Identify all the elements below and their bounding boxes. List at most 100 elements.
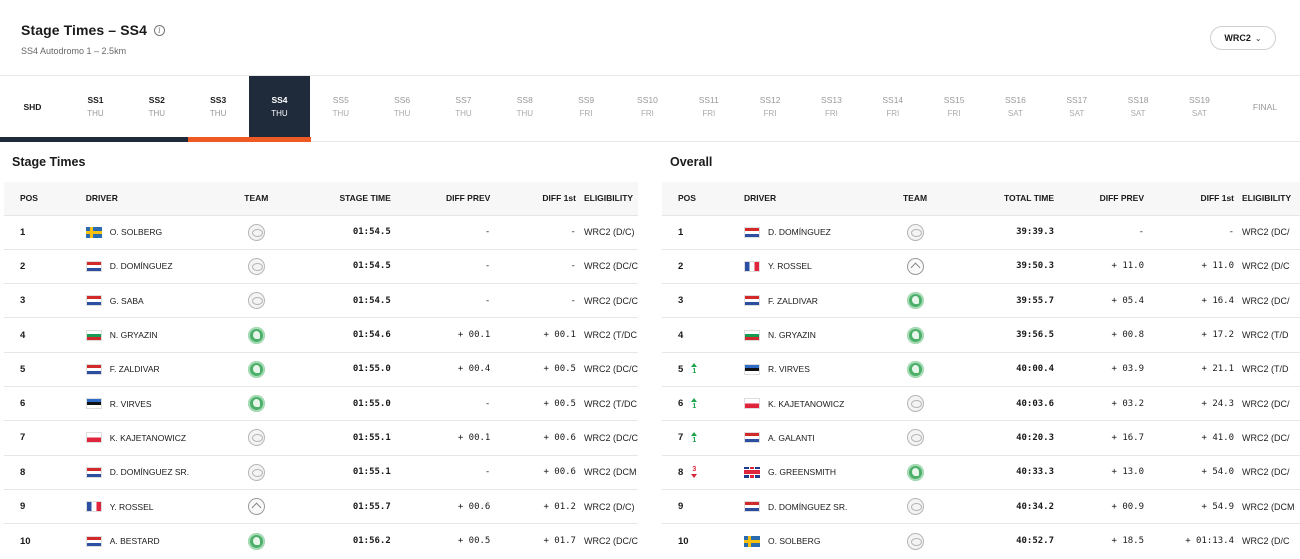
tab-name: SS17 <box>1066 95 1088 105</box>
driver-name[interactable]: Y. ROSSEL <box>768 261 812 272</box>
driver-name[interactable]: A. BESTARD <box>109 536 160 547</box>
tab-ss11[interactable]: SS11 FRI <box>678 76 739 137</box>
tab-ss15[interactable]: SS15 FRI <box>923 76 984 137</box>
col-driver[interactable]: DRIVER <box>75 182 226 215</box>
driver-name[interactable]: G. SABA <box>109 295 144 306</box>
driver-name[interactable]: K. KAJETANOWICZ <box>109 432 187 443</box>
skoda-logo-icon <box>906 326 924 344</box>
flag-pl-icon <box>744 398 760 410</box>
col-eligibility[interactable]: ELIGIBILITY <box>1234 182 1300 215</box>
driver-name[interactable]: N. GRYAZIN <box>109 330 158 341</box>
driver-name[interactable]: F. ZALDIVAR <box>109 364 160 375</box>
tab-ss14[interactable]: SS14 FRI <box>862 76 923 137</box>
tab-ss16[interactable]: SS16 SAT <box>985 76 1046 137</box>
tab-ss18[interactable]: SS18 SAT <box>1107 76 1168 137</box>
position-value: 10 <box>20 535 31 547</box>
tab-ss6[interactable]: SS6 THU <box>371 76 432 137</box>
team-cell <box>884 248 946 284</box>
driver: D. DOMÍNGUEZ <box>85 260 226 272</box>
driver-name[interactable]: Y. ROSSEL <box>109 501 154 512</box>
col-driver[interactable]: DRIVER <box>734 182 884 215</box>
flag-gb-icon <box>744 466 760 478</box>
table-row[interactable]: 10 O. SOLBERG 40:52.7 + 18.5 + 01:13.4 WRC2 (… <box>662 523 1300 558</box>
table-row[interactable]: 9 D. DOMÍNGUEZ SR. 40:34.2 + 00.9 + 54.9 WRC2… <box>662 488 1300 524</box>
team-cell <box>225 385 288 421</box>
table-row[interactable]: 8 D. DOMÍNGUEZ SR. 01:55.1- + 00.6 WRC2 (DCM <box>4 454 638 490</box>
tab-day: FRI <box>763 109 777 118</box>
driver-name[interactable]: F. ZALDIVAR <box>768 295 818 306</box>
driver-name[interactable]: D. DOMÍNGUEZ <box>109 261 173 272</box>
col-pos[interactable]: POS <box>4 182 76 215</box>
col-pos[interactable]: POS <box>662 182 734 215</box>
citroen-logo-icon <box>906 257 924 275</box>
tab-ss10[interactable]: SS10 FRI <box>617 76 678 137</box>
col-diff-prev[interactable]: DIFF PREV <box>1054 182 1144 215</box>
col-diff-first[interactable]: DIFF 1st <box>1144 182 1234 215</box>
driver-name[interactable]: D. DOMÍNGUEZ SR. <box>109 467 190 478</box>
stage-times-panel: Stage Times POS DRIVER TEAM STAGE TIME D… <box>4 142 638 558</box>
driver-name[interactable]: A. GALANTI <box>768 432 815 443</box>
table-row[interactable]: 1 O. SOLBERG 01:54.5- - WRC2 (D/C) <box>4 214 638 250</box>
tab-ss9[interactable]: SS9 FRI <box>555 76 616 137</box>
tab-day: THU <box>209 109 227 118</box>
col-stage-time[interactable]: STAGE TIME <box>287 182 391 215</box>
driver-name[interactable]: G. GREENSMITH <box>768 467 837 478</box>
col-eligibility[interactable]: ELIGIBILITY <box>575 182 638 215</box>
tab-ss4[interactable]: SS4 THU <box>248 76 311 137</box>
table-row[interactable]: 5 F. ZALDIVAR 01:55.0 + 00.4 + 00.5 WRC2 (DC/… <box>4 351 638 387</box>
col-team[interactable]: TEAM <box>225 182 288 215</box>
tab-ss12[interactable]: SS12 FRI <box>739 76 800 137</box>
col-diff-prev[interactable]: DIFF PREV <box>390 182 491 215</box>
tab-ss19[interactable]: SS19 SAT <box>1169 76 1230 137</box>
driver-name[interactable]: N. GRYAZIN <box>768 330 816 341</box>
table-row[interactable]: 10 A. BESTARD 01:56.2 + 00.5 + 01.7 WRC2 (DC/… <box>4 523 638 558</box>
tab-ss2[interactable]: SS2 THU <box>126 76 187 137</box>
table-row[interactable]: 3 G. SABA 01:54.5- - WRC2 (DC/C <box>4 283 638 318</box>
col-diff-first[interactable]: DIFF 1st <box>490 182 576 215</box>
tab-ss17[interactable]: SS17 SAT <box>1046 76 1107 137</box>
driver-name[interactable]: R. VIRVES <box>768 364 810 375</box>
table-row[interactable]: 4 N. GRYAZIN 01:54.6 + 00.1 + 00.1 WRC2 (T/DC <box>4 317 638 353</box>
diff-prev-cell: + 00.4 <box>390 351 491 387</box>
driver-name[interactable]: D. DOMÍNGUEZ <box>768 227 831 238</box>
table-row[interactable]: 5 1 R. VIRVES 40:00.4 + 03.9 + 21.1 WRC2 (T/D <box>662 351 1300 387</box>
diff-prev-cell: - <box>390 248 491 284</box>
tab-ss7[interactable]: SS7 THU <box>433 76 494 137</box>
table-row[interactable]: 7 1 A. GALANTI 40:20.3 + 16.7 + 41.0 WRC2 (DC/ <box>662 420 1300 456</box>
tab-ss1[interactable]: SS1 THU <box>65 76 126 137</box>
table-row[interactable]: 2 Y. ROSSEL 39:50.3 + 11.0 + 11.0 WRC2 (D/C <box>662 248 1300 284</box>
tab-name: SS8 <box>516 95 533 105</box>
flag-ee-icon <box>744 363 760 375</box>
tab-ss8[interactable]: SS8 THU <box>494 76 555 137</box>
position-value: 6 <box>678 398 684 410</box>
col-team[interactable]: TEAM <box>884 182 946 215</box>
table-row[interactable]: 2 D. DOMÍNGUEZ 01:54.5- - WRC2 (DC/C <box>4 248 638 284</box>
diff-prev-cell: + 13.0 <box>1054 454 1144 490</box>
tab-ss5[interactable]: SS5 THU <box>310 76 371 137</box>
diff-first-cell: + 21.1 <box>1144 351 1234 387</box>
table-row[interactable]: 4 N. GRYAZIN 39:56.5 + 00.8 + 17.2 WRC2 (T/D <box>662 317 1300 353</box>
driver-name[interactable]: K. KAJETANOWICZ <box>768 398 845 409</box>
table-row[interactable]: 3 F. ZALDIVAR 39:55.7 + 05.4 + 16.4 WRC2 (DC/ <box>662 283 1300 318</box>
table-row[interactable]: 1 D. DOMÍNGUEZ 39:39.3- - WRC2 (DC/ <box>662 214 1300 250</box>
driver-name[interactable]: R. VIRVES <box>109 398 152 409</box>
table-row[interactable]: 7 K. KAJETANOWICZ 01:55.1 + 00.1 + 00.6 WRC2 … <box>4 420 638 456</box>
table-row[interactable]: 6 1 K. KAJETANOWICZ 40:03.6 + 03.2 + 24.3 WRC2… <box>662 385 1300 421</box>
driver-name[interactable]: D. DOMÍNGUEZ SR. <box>768 501 848 512</box>
info-icon[interactable]: i <box>153 24 165 36</box>
table-row[interactable]: 6 R. VIRVES 01:55.0- + 00.5 WRC2 (T/DC <box>4 385 638 421</box>
tab-day: FRI <box>641 109 654 118</box>
tab-ss13[interactable]: SS13 FRI <box>801 76 862 137</box>
class-select-dropdown[interactable]: WRC2 ⌄ <box>1210 26 1276 50</box>
driver-name[interactable]: O. SOLBERG <box>109 227 163 238</box>
pos-wrap: 3 <box>678 295 734 306</box>
table-row[interactable]: 9 Y. ROSSEL 01:55.7 + 00.6 + 01.2 WRC2 (D/C) <box>4 488 638 524</box>
table-row[interactable]: 8 3 G. GREENSMITH 40:33.3 + 13.0 + 54.0 WRC2 (… <box>662 454 1300 490</box>
tab-shd[interactable]: SHD <box>0 76 65 137</box>
arrow-up-icon <box>691 397 698 402</box>
tab-ss3[interactable]: SS3 THU <box>187 76 248 137</box>
tab-final[interactable]: FINAL <box>1230 76 1300 137</box>
col-total-time[interactable]: TOTAL TIME <box>946 182 1054 215</box>
eligibility-cell: WRC2 (T/DC <box>575 385 638 421</box>
driver-name[interactable]: O. SOLBERG <box>768 536 821 547</box>
